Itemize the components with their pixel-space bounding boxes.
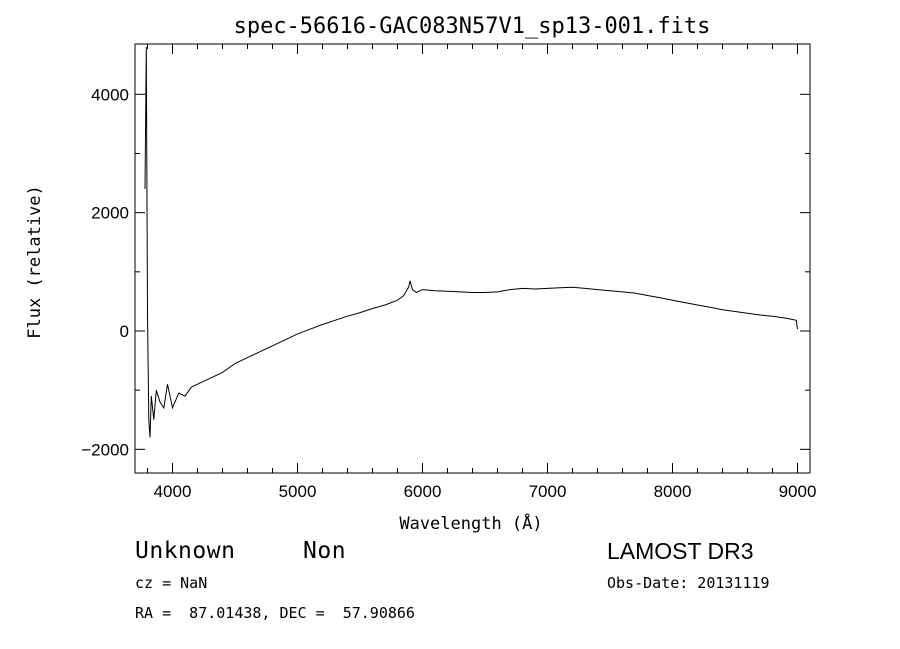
x-tick-labels: 4000 5000 6000 7000 8000 9000 — [154, 482, 817, 501]
x-tick-label: 9000 — [779, 482, 817, 501]
object-class: Non — [303, 538, 347, 564]
y-tick-label: 4000 — [91, 85, 129, 104]
coordinates: RA = 87.01438, DEC = 57.90866 — [135, 604, 415, 622]
x-tick-label: 4000 — [154, 482, 192, 501]
x-tick-label: 5000 — [279, 482, 317, 501]
y-tick-label: −2000 — [81, 440, 129, 459]
flux-series-line — [144, 46, 798, 438]
plot-title: spec-56616-GAC083N57V1_sp13-001.fits — [234, 14, 711, 39]
x-tick-label: 8000 — [654, 482, 692, 501]
x-tick-label: 6000 — [404, 482, 442, 501]
y-tick-label: 0 — [120, 322, 129, 341]
axis-ticks — [135, 44, 810, 473]
y-tick-label: 2000 — [91, 204, 129, 223]
x-axis-title: Wavelength (Å) — [399, 512, 542, 534]
obs-date: Obs-Date: 20131119 — [607, 574, 770, 592]
plot-frame — [134, 43, 811, 474]
survey-name: LAMOST DR3 — [607, 538, 754, 564]
object-type: Unknown — [135, 538, 236, 564]
x-tick-label: 7000 — [529, 482, 567, 501]
y-axis-title: Flux (relative) — [25, 185, 45, 339]
y-tick-labels: −2000 0 2000 4000 — [81, 85, 129, 459]
redshift-label: cz = NaN — [135, 574, 208, 592]
